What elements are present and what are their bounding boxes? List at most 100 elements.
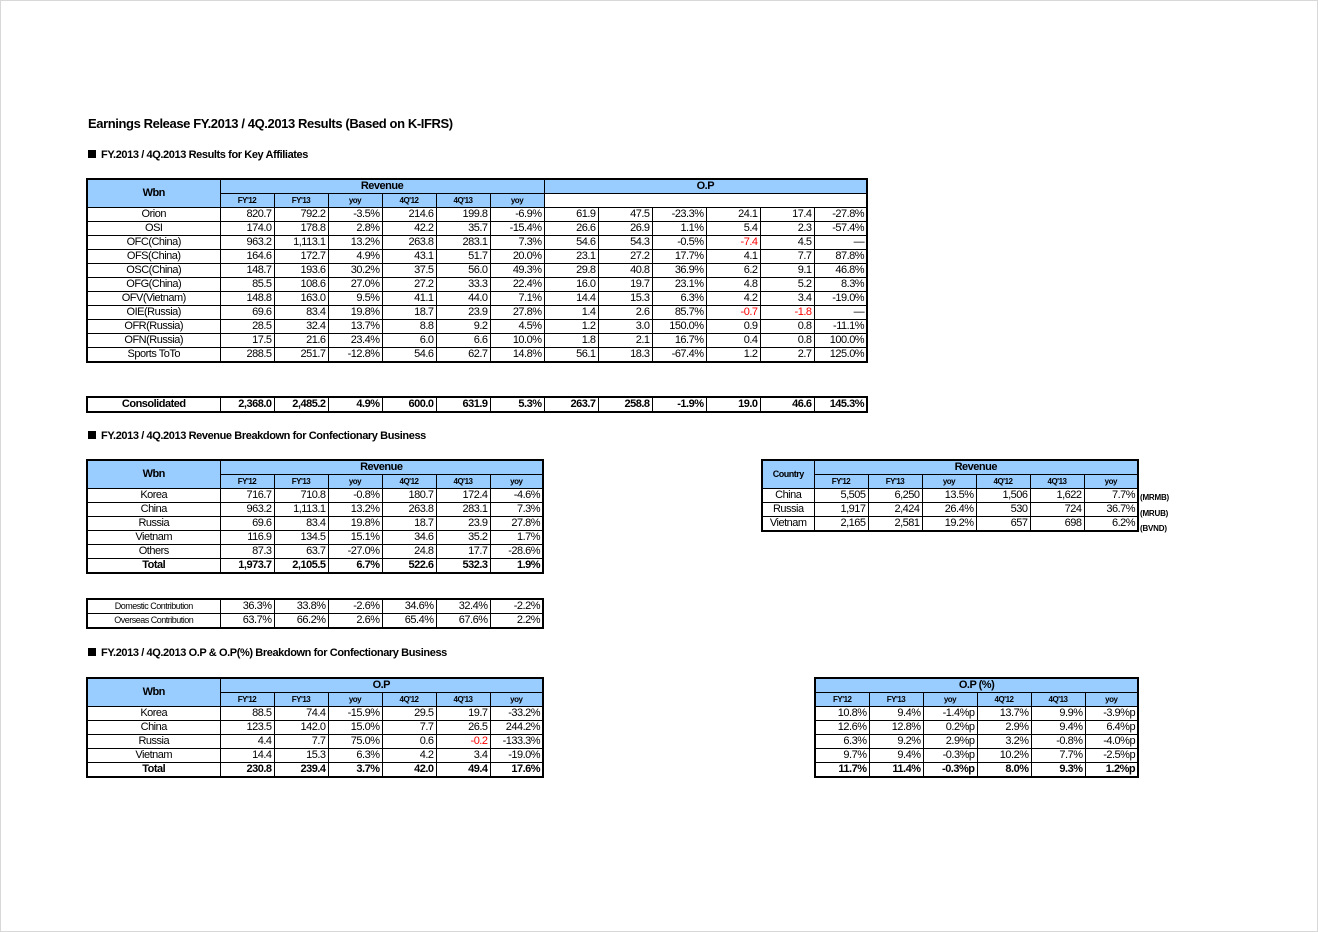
revenue-cell: -12.8% (327, 347, 383, 363)
op-percent-cell: -2.5%p (1084, 748, 1139, 763)
op-cell: 40.8 (597, 263, 653, 278)
op-percent-cell: 9.7% (814, 748, 870, 763)
op-cell: -7.4 (705, 235, 761, 250)
region-name: Vietnam (86, 530, 221, 545)
revenue-cell: 2,581 (867, 516, 923, 532)
affiliate-name: Sports ToTo (86, 347, 221, 363)
revenue-cell: 23.9 (435, 305, 491, 320)
affiliate-name: OFN(Russia) (86, 333, 221, 348)
revenue-cell: 22.4% (489, 277, 545, 292)
op-cell: 263.7 (543, 396, 599, 413)
column-header: yoy (1084, 692, 1139, 707)
revenue-cell: 193.6 (273, 263, 329, 278)
region-name: Korea (86, 488, 221, 503)
column-header-row: FY'12 FY'13 yoy 4Q'12 4Q'13 yoy (87, 692, 544, 707)
op-cell: 61.9 (543, 207, 599, 222)
revenue-cell: 4.9% (327, 249, 383, 264)
op-cell: 56.1 (543, 347, 599, 363)
revenue-cell: 62.7 (435, 347, 491, 363)
revenue-cell: 4.9% (327, 396, 383, 413)
revenue-cell: 1,506 (975, 488, 1031, 503)
op-cell: -57.4% (813, 221, 868, 236)
table-row: 9.7% 9.4% -0.3%p 10.2% 7.7% -2.5%p (814, 748, 1139, 763)
bullet-square-icon (88, 431, 96, 439)
country-name: China (761, 488, 815, 503)
revenue-cell: 2,105.5 (273, 558, 329, 574)
revenue-cell: 19.8% (327, 305, 383, 320)
op-cell: -0.2 (435, 734, 491, 749)
affiliate-name: OFR(Russia) (86, 319, 221, 334)
op-cell: 29.8 (543, 263, 599, 278)
revenue-cell: 28.5 (219, 319, 275, 334)
op-cell: 125.0% (813, 347, 868, 363)
contribution-cell: 34.6% (381, 598, 437, 614)
op-header: O.P (543, 178, 868, 194)
revenue-cell: 530 (975, 502, 1031, 517)
revenue-cell: 716.7 (219, 488, 275, 503)
op-cell: 2.3 (759, 221, 815, 236)
revenue-cell: 172.7 (273, 249, 329, 264)
revenue-cell: 724 (1029, 502, 1085, 517)
op-cell: — (813, 235, 868, 250)
revenue-cell: 44.0 (435, 291, 491, 306)
table-row: 6.3% 9.2% 2.9%p 3.2% -0.8% -4.0%p (814, 734, 1139, 749)
op-cell: 100.0% (813, 333, 868, 348)
region-name: Total (86, 762, 221, 778)
column-header: FY'12 (813, 474, 869, 489)
revenue-cell: 288.5 (219, 347, 275, 363)
revenue-cell: 6.7% (327, 558, 383, 574)
region-name: China (86, 720, 221, 735)
op-percent-cell: 9.4% (1030, 720, 1086, 735)
contribution-table: Domestic Contribution 36.3% 33.8% -2.6% 34.6… (86, 598, 544, 629)
revenue-cell: 5,505 (813, 488, 869, 503)
revenue-cell: 33.3 (435, 277, 491, 292)
affiliate-name: OIE(Russia) (86, 305, 221, 320)
revenue-cell: 792.2 (273, 207, 329, 222)
revenue-cell: 27.8% (489, 305, 545, 320)
revenue-cell: 1.9% (489, 558, 544, 574)
column-header: FY'12 (814, 692, 870, 707)
revenue-cell: 13.7% (327, 319, 383, 334)
revenue-cell: 6.6 (435, 333, 491, 348)
currency-unit-label: (MRMB) (1140, 493, 1170, 502)
revenue-cell: 251.7 (273, 347, 329, 363)
op-cell: 14.4 (543, 291, 599, 306)
revenue-cell: 199.8 (435, 207, 491, 222)
revenue-cell: 13.5% (921, 488, 977, 503)
revenue-cell: 63.7 (273, 544, 329, 559)
revenue-cell: 83.4 (273, 305, 329, 320)
region-name: Russia (86, 516, 221, 531)
wbn-header: Wbn (86, 178, 221, 208)
op-percent-cell: 11.7% (814, 762, 870, 778)
op-cell: 6.2 (705, 263, 761, 278)
op-cell: 145.3% (813, 396, 868, 413)
revenue-cell: 85.5 (219, 277, 275, 292)
op-cell: -11.1% (813, 319, 868, 334)
op-cell: 6.3% (327, 748, 383, 763)
op-percent-cell: 7.7% (1030, 748, 1086, 763)
op-cell: -15.9% (327, 706, 383, 721)
op-cell: 19.0 (705, 396, 761, 413)
revenue-cell: 2,485.2 (273, 396, 329, 413)
page-title: Earnings Release FY.2013 / 4Q.2013 Resul… (88, 116, 453, 131)
op-percent-cell: 9.4% (868, 706, 924, 721)
op-cell: 6.3% (651, 291, 707, 306)
contribution-cell: 66.2% (273, 613, 329, 629)
revenue-cell: 631.9 (435, 396, 491, 413)
revenue-cell: 20.0% (489, 249, 545, 264)
contribution-cell: -2.6% (327, 598, 383, 614)
revenue-cell: 8.8 (381, 319, 437, 334)
currency-unit-label: (BVND) (1140, 524, 1167, 533)
table-row: Orion 820.7 792.2 -3.5% 214.6 199.8 -6.9% 61.9 4… (86, 207, 868, 222)
op-cell: 7.7 (381, 720, 437, 735)
revenue-cell: 148.8 (219, 291, 275, 306)
consolidated-row: Consolidated 2,368.0 2,485.2 4.9% 600.0 631.9… (86, 396, 868, 413)
revenue-breakdown-table: Wbn Revenue FY'12 FY'13 yoy 4Q'12 4Q'13 yoy K… (86, 459, 545, 574)
op-cell: 1.1% (651, 221, 707, 236)
op-percent-cell: -0.3%p (922, 762, 978, 778)
revenue-cell: 2,424 (867, 502, 923, 517)
column-header: yoy (489, 474, 544, 489)
affiliates-table: Wbn Revenue O.P FY'12 FY'13 yoy 4Q'12 4Q'13 y… (86, 178, 869, 363)
revenue-cell: 24.8 (381, 544, 437, 559)
column-header: FY'13 (868, 692, 924, 707)
